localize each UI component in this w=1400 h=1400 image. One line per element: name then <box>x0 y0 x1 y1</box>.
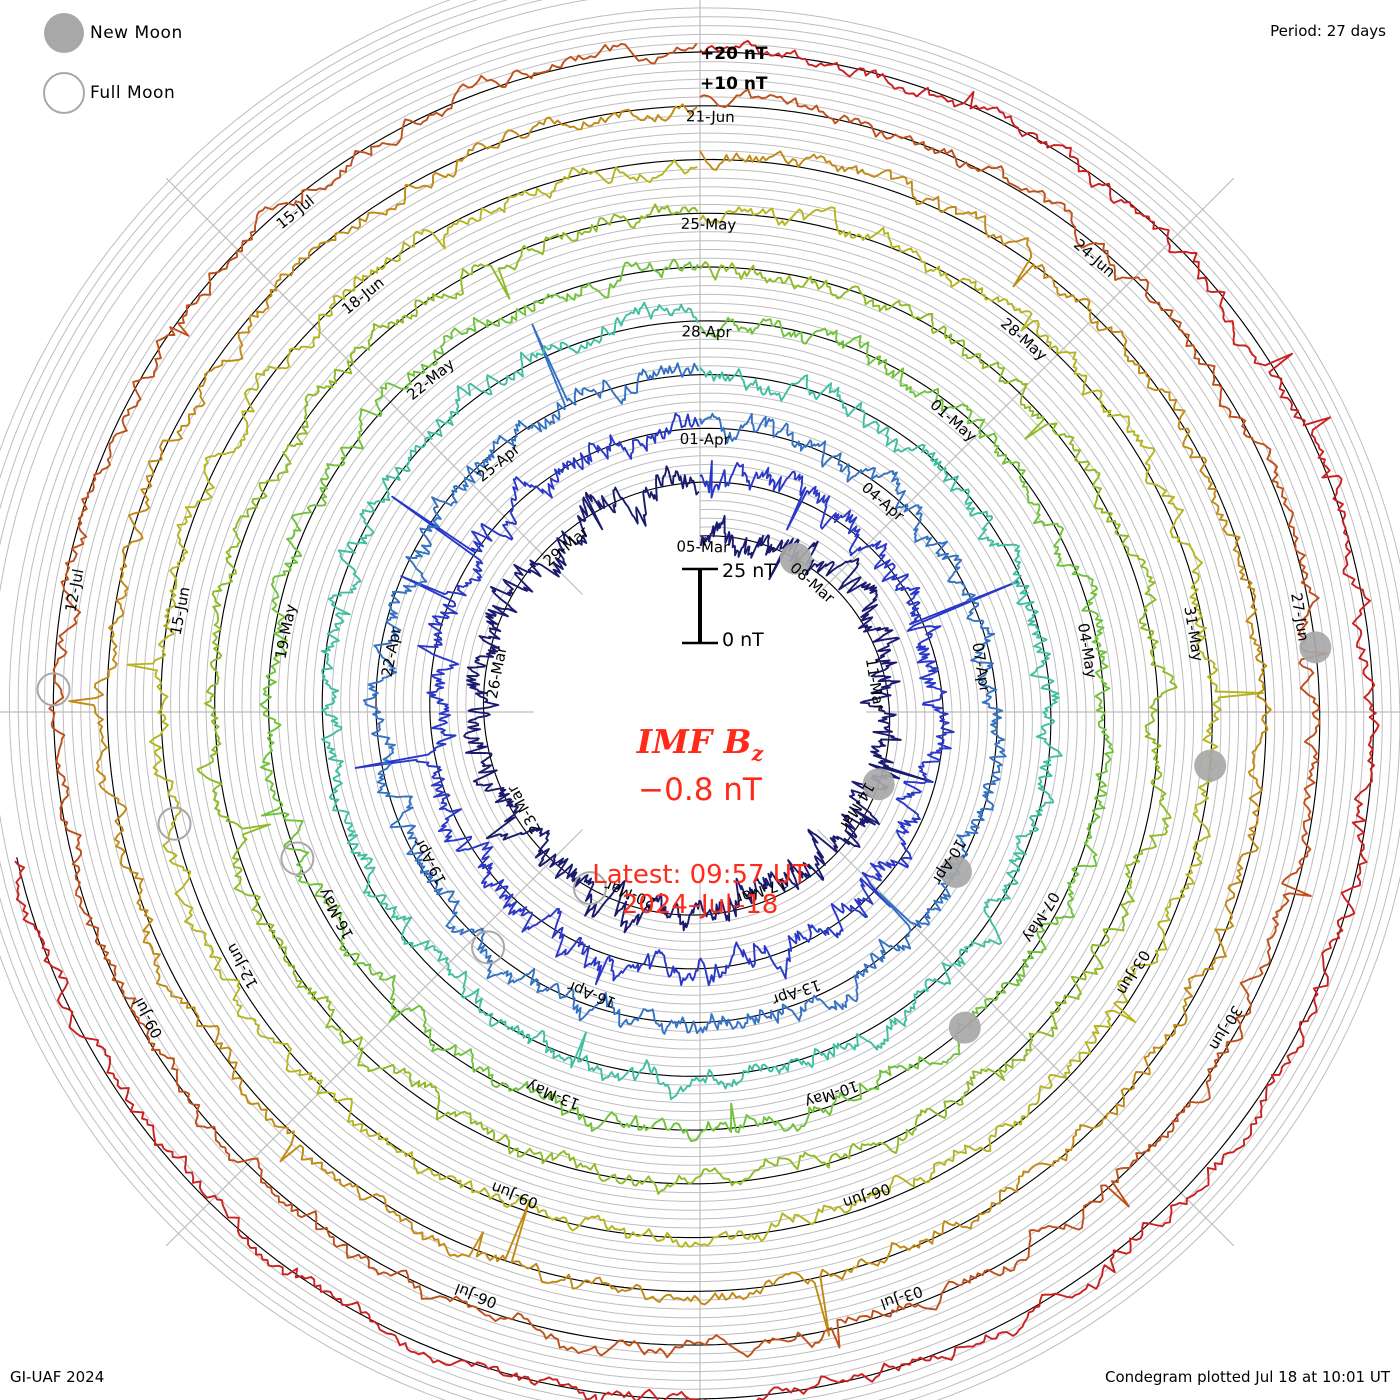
ring-date-label: 04-May <box>1074 622 1100 680</box>
ring-date-label: 16-May <box>315 885 358 942</box>
ring-date-label: 03-Jun <box>1113 947 1154 998</box>
full-moon-legend-label: Full Moon <box>90 83 176 103</box>
scale-label-20nt: +20 nT <box>700 44 768 64</box>
imf-bz-title-main: IMF B <box>636 722 752 761</box>
scale-bar-icon <box>682 567 718 645</box>
ring-date-label: 12-Jun <box>222 940 261 991</box>
center-readout: IMF Bz −0.8 nT Latest: 09:57 UT 2024–Jul… <box>470 722 930 921</box>
ring-date-label: 05-Mar <box>676 537 730 556</box>
scale-bar-bottom-label: 0 nT <box>722 629 764 651</box>
ring-date-label: 21-Jun <box>686 107 735 126</box>
full-moon-marker <box>280 841 315 876</box>
new-moon-marker <box>948 1011 981 1044</box>
ring-date-label: 26-Mar <box>483 644 511 700</box>
data-traces <box>14 39 1380 1400</box>
moon-markers <box>36 542 1332 1044</box>
ring-date-label: 15-Jun <box>167 585 194 636</box>
full-moon-marker <box>157 806 192 841</box>
ring-date-label: 27-Jun <box>1287 592 1312 643</box>
ring-date-label: 13-May <box>524 1076 582 1113</box>
new-moon-marker <box>862 768 895 801</box>
full-moon-marker <box>471 930 506 965</box>
ring-date-label: 07-Apr <box>968 641 994 694</box>
ring-date-label: 01-Apr <box>680 430 731 449</box>
ring-date-label: 28-Apr <box>681 322 732 341</box>
full-moon-marker <box>36 672 71 707</box>
imf-bz-title-subscript: z <box>751 741 764 766</box>
period-label: Period: 27 days <box>1270 22 1386 40</box>
new-moon-marker <box>1299 631 1332 664</box>
new-moon-marker <box>779 542 812 575</box>
imf-bz-title: IMF Bz <box>470 722 930 766</box>
ring-date-label: 25-May <box>681 215 737 234</box>
scale-bar-top-label: 25 nT <box>722 560 776 582</box>
credit-text: GI-UAF 2024 <box>10 1368 105 1386</box>
ring-date-label: 11-Mar <box>862 657 888 713</box>
new-moon-marker <box>939 855 972 888</box>
new-moon-marker <box>1194 749 1227 782</box>
imf-bz-value: −0.8 nT <box>638 771 762 808</box>
full-moon-marker <box>572 871 607 906</box>
ring-date-label: 29-Mar <box>540 522 593 570</box>
new-moon-icon <box>44 13 84 53</box>
latest-time: Latest: 09:57 UT <box>592 859 808 890</box>
full-moon-icon <box>43 72 85 114</box>
scale-label-10nt: +10 nT <box>700 74 768 94</box>
ring-date-label: 22-Apr <box>378 625 405 678</box>
latest-date: 2024–Jul–18 <box>621 890 779 921</box>
new-moon-legend-label: New Moon <box>90 23 183 43</box>
moon-legend: New Moon Full Moon <box>22 8 212 118</box>
ring-date-label: 31-May <box>1180 605 1206 663</box>
plot-timestamp: Condegram plotted Jul 18 at 10:01 UT <box>1104 1368 1390 1386</box>
